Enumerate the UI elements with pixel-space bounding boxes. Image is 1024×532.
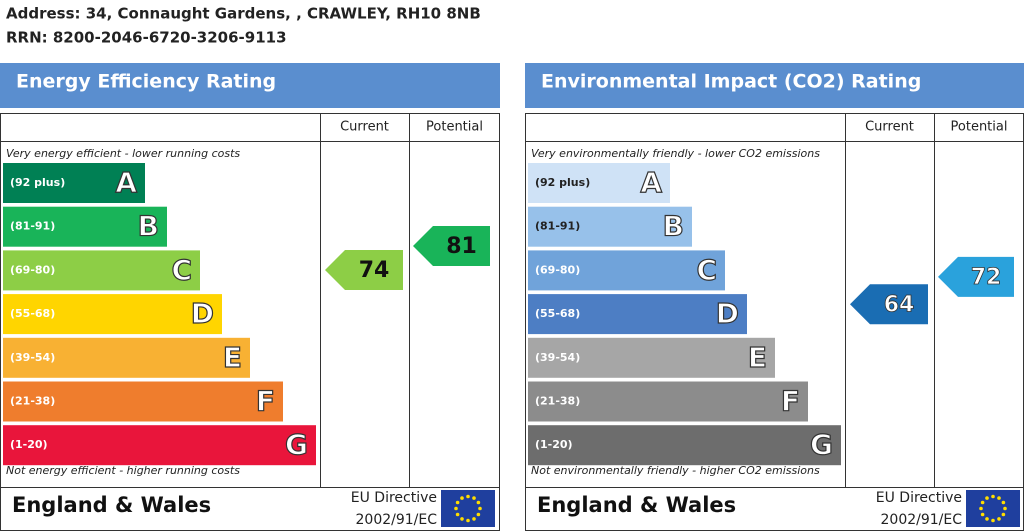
band-letter: A bbox=[115, 166, 137, 199]
eu-star bbox=[466, 518, 470, 523]
eu-star bbox=[985, 496, 989, 500]
band-letter: G bbox=[285, 428, 308, 461]
band bbox=[3, 163, 145, 203]
eu-star bbox=[472, 496, 476, 500]
directive: EU Directive bbox=[351, 490, 437, 506]
panel-title: Energy Efficiency Rating bbox=[16, 71, 276, 93]
current-header: Current bbox=[865, 120, 914, 135]
eu-star bbox=[979, 506, 983, 511]
band-letter: C bbox=[696, 253, 717, 286]
top-note: Very energy efficient - lower running co… bbox=[6, 147, 240, 160]
bottom-note: Not energy efficient - higher running co… bbox=[6, 464, 240, 477]
potential-value: 72 bbox=[971, 265, 1002, 290]
address: Address: 34, Connaught Gardens, , CRAWLE… bbox=[6, 5, 481, 23]
directive-code: 2002/91/EC bbox=[881, 512, 963, 528]
band-range: (92 plus) bbox=[535, 176, 590, 189]
region: England & Wales bbox=[537, 493, 736, 517]
band bbox=[3, 337, 250, 378]
band bbox=[528, 381, 808, 422]
eu-star bbox=[997, 496, 1001, 500]
band-range: (21-38) bbox=[535, 395, 580, 408]
title-bar bbox=[0, 63, 500, 108]
band-range: (39-54) bbox=[535, 351, 580, 364]
band bbox=[528, 337, 775, 378]
current-arrow bbox=[850, 284, 928, 325]
band bbox=[3, 381, 283, 422]
band bbox=[528, 206, 692, 247]
band-range: (39-54) bbox=[10, 351, 55, 364]
potential-value: 81 bbox=[446, 234, 477, 259]
title-bar bbox=[525, 63, 1024, 108]
band bbox=[3, 206, 167, 247]
band-range: (92 plus) bbox=[10, 176, 65, 189]
band bbox=[528, 163, 670, 203]
band-letter: G bbox=[810, 428, 833, 461]
band-range: (81-91) bbox=[10, 220, 55, 233]
potential-arrow bbox=[413, 225, 490, 266]
band-letter: E bbox=[223, 341, 242, 374]
band bbox=[528, 250, 725, 291]
eu-star bbox=[985, 517, 989, 521]
region: England & Wales bbox=[12, 493, 211, 517]
potential-header: Potential bbox=[426, 120, 483, 135]
band bbox=[3, 425, 316, 466]
eu-star bbox=[460, 517, 464, 521]
eu-star bbox=[460, 496, 464, 500]
frame bbox=[0, 113, 500, 531]
potential-header: Potential bbox=[951, 120, 1008, 135]
band-letter: E bbox=[748, 341, 767, 374]
eu-star bbox=[1001, 500, 1006, 505]
band bbox=[528, 425, 841, 466]
band-range: (55-68) bbox=[535, 307, 580, 320]
band-range: (69-80) bbox=[10, 263, 55, 276]
rrn: RRN: 8200-2046-6720-3206-9113 bbox=[6, 29, 287, 47]
bottom-note: Not environmentally friendly - higher CO… bbox=[531, 464, 820, 477]
eu-star bbox=[980, 512, 985, 517]
potential-arrow bbox=[938, 256, 1014, 297]
current-value: 64 bbox=[884, 292, 915, 317]
current-value: 74 bbox=[359, 258, 390, 283]
eu-star bbox=[991, 494, 995, 499]
eu-star bbox=[1003, 506, 1007, 511]
band-letter: B bbox=[138, 210, 159, 243]
band-letter: B bbox=[663, 210, 684, 243]
directive: EU Directive bbox=[876, 490, 962, 506]
eu-star bbox=[454, 506, 458, 511]
eu-star bbox=[472, 517, 476, 521]
band-range: (1-20) bbox=[535, 438, 573, 451]
eu-star bbox=[991, 518, 995, 523]
band-letter: F bbox=[256, 385, 275, 418]
band bbox=[3, 250, 200, 291]
band-letter: D bbox=[191, 297, 214, 330]
band-letter: F bbox=[781, 385, 800, 418]
eu-star bbox=[478, 506, 482, 511]
band bbox=[3, 294, 222, 335]
eu-star bbox=[476, 500, 481, 505]
eu-star bbox=[455, 500, 460, 505]
band-letter: D bbox=[716, 297, 739, 330]
band bbox=[528, 294, 747, 335]
band-range: (69-80) bbox=[535, 263, 580, 276]
band-range: (55-68) bbox=[10, 307, 55, 320]
band-range: (1-20) bbox=[10, 438, 48, 451]
eu-star bbox=[455, 512, 460, 517]
band-range: (21-38) bbox=[10, 395, 55, 408]
eu-star bbox=[466, 494, 470, 499]
directive-code: 2002/91/EC bbox=[356, 512, 438, 528]
eu-star bbox=[980, 500, 985, 505]
band-letter: A bbox=[640, 166, 662, 199]
eu-star bbox=[997, 517, 1001, 521]
eu-star bbox=[1001, 512, 1006, 517]
current-arrow bbox=[325, 249, 403, 290]
panel-title: Environmental Impact (CO2) Rating bbox=[541, 71, 921, 93]
band-letter: C bbox=[171, 253, 192, 286]
current-header: Current bbox=[340, 120, 389, 135]
band-range: (81-91) bbox=[535, 220, 580, 233]
eu-star bbox=[476, 512, 481, 517]
top-note: Very environmentally friendly - lower CO… bbox=[531, 147, 820, 160]
